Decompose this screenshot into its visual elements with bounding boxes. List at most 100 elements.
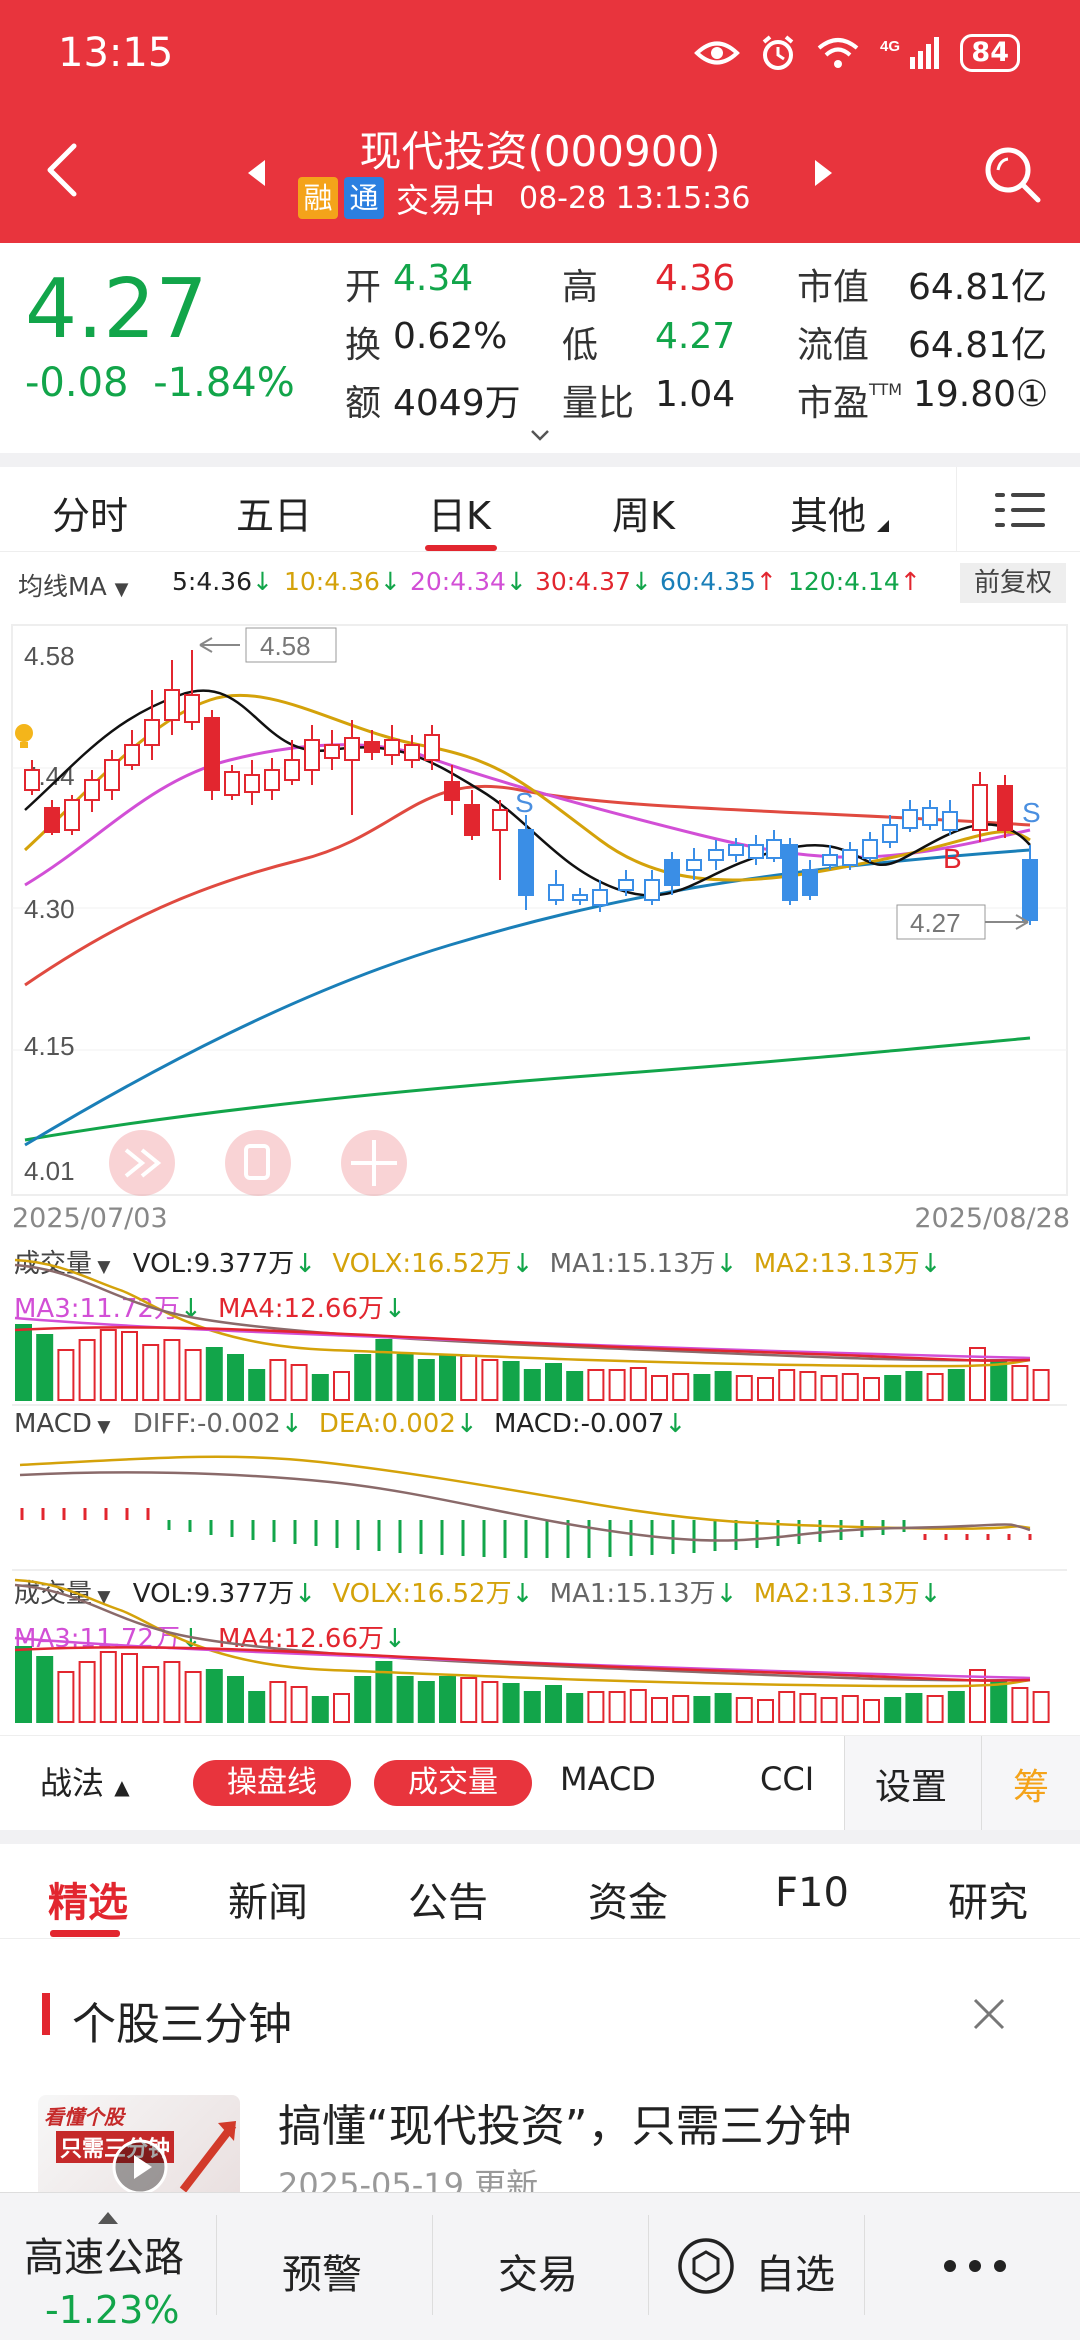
volume-bar (417, 1359, 435, 1401)
volume-bar (523, 1369, 541, 1401)
tab-weekly-k[interactable]: 周K (612, 494, 675, 538)
eye-icon (694, 41, 741, 65)
chevron-down-icon[interactable] (530, 425, 550, 445)
volume-bar (757, 1377, 774, 1401)
candle-body (444, 781, 460, 801)
volume-bar (248, 1691, 266, 1723)
pe-label: 市盈TTM (797, 374, 902, 426)
volume-bar (714, 1693, 732, 1723)
move-icon[interactable] (341, 1130, 407, 1196)
volume-bar (163, 1339, 181, 1401)
volume-bar (78, 1661, 96, 1723)
volume-bar (884, 1375, 902, 1401)
cci-button[interactable]: CCI (760, 1760, 815, 1798)
adjust-button[interactable]: 前复权 (960, 563, 1066, 603)
candle-body (224, 771, 240, 796)
more-dots-icon[interactable] (940, 2255, 1010, 2277)
vol-ma2: MA2:13.13万 (753, 1249, 920, 1279)
tab-other[interactable]: 其他 (790, 494, 867, 538)
close-icon[interactable] (970, 1995, 1008, 2033)
list-menu-icon (995, 493, 1045, 527)
section-title: 个股三分钟 (72, 1999, 292, 2050)
change-value: -0.08 (25, 360, 129, 406)
chips-button[interactable]: 筹 (1013, 1767, 1050, 1808)
caopan-button[interactable]: 操盘线 (193, 1760, 351, 1806)
volume-bar (78, 1339, 96, 1401)
kline-chart[interactable]: 4.58 4.44 4.30 4.15 4.01 4.58 4.27 S S B (0, 618, 1080, 1200)
volume-bar (481, 1359, 499, 1401)
vol-ma1: MA1:15.13万 (549, 1249, 716, 1279)
ma60-value: 60:4.35↑ (660, 567, 777, 596)
ma10-text: 10:4.36 (284, 567, 380, 596)
status-time: 13:15 (58, 30, 174, 76)
video-title[interactable]: 搞懂“现代投资”，只需三分钟 (278, 2101, 852, 2152)
macd-button[interactable]: MACD (560, 1760, 656, 1798)
vol-ma1-2: MA1:15.13万 (549, 1579, 716, 1609)
status-bar: 13:15 4G 84 (0, 0, 1080, 105)
candle-body (324, 744, 340, 759)
tab-f10[interactable]: F10 (775, 1870, 849, 1916)
volume-bar (884, 1697, 902, 1723)
ma20-text: 20:4.34 (410, 567, 506, 596)
next-stock-arrow-icon[interactable] (815, 160, 832, 186)
volume-bar (142, 1344, 160, 1401)
chart-menu-button[interactable] (956, 467, 1080, 552)
volume-bar (1011, 1687, 1029, 1723)
search-icon[interactable] (980, 142, 1044, 206)
candle-body (592, 889, 608, 906)
volume-bar (799, 1371, 817, 1401)
watchlist-icon (678, 2238, 734, 2294)
volume-bar (905, 1693, 923, 1723)
pe-ttm: TTM (869, 380, 903, 399)
news-tabs: 精选 新闻 公告 资金 F10 研究 (0, 1844, 1080, 1939)
tab-featured[interactable]: 精选 (48, 1880, 128, 1926)
tab-daily-k[interactable]: 日K (428, 494, 491, 538)
ma20-value: 20:4.34↓ (410, 567, 527, 596)
volume-button[interactable]: 成交量 (374, 1760, 532, 1806)
fast-forward-icon[interactable] (109, 1130, 175, 1196)
tab-news[interactable]: 新闻 (228, 1880, 308, 1926)
volume-bar (417, 1681, 435, 1723)
indicator-control-bar: 战法 ▲ MACD CCI 设置 筹 (0, 1735, 1080, 1831)
settings-button[interactable]: 设置 (875, 1767, 948, 1808)
back-arrow-icon[interactable] (40, 140, 90, 200)
indicator-panels[interactable] (0, 1245, 1080, 1735)
amount-label: 额 (345, 383, 382, 424)
watchlist-button[interactable]: 自选 (755, 2252, 835, 2298)
volume-bar (545, 1685, 562, 1723)
divider (0, 453, 1080, 467)
volume-bar (926, 1373, 944, 1401)
candle-body (748, 844, 764, 859)
buy-signal: B (943, 843, 962, 874)
candle-body (548, 884, 564, 901)
zhanfa-menu[interactable]: 战法 ▲ (40, 1758, 130, 1804)
low-value: 4.27 (655, 316, 736, 357)
y-axis-label: 4.01 (24, 1156, 75, 1186)
bulb-icon[interactable] (15, 724, 33, 748)
volume-ma-lines (14, 1258, 1031, 1368)
ma-selector[interactable]: 均线MA ▼ (18, 567, 128, 603)
candle-body (184, 694, 200, 723)
volume-bar (672, 1695, 690, 1723)
tab-five-day[interactable]: 五日 (236, 494, 313, 538)
volume-selector-2[interactable]: 成交量 ▼ (14, 1579, 111, 1609)
wifi-icon (818, 38, 859, 68)
volume-bar (311, 1696, 329, 1723)
volume-bar (142, 1666, 160, 1723)
tab-research[interactable]: 研究 (948, 1880, 1028, 1926)
sector-name[interactable]: 高速公路 (24, 2235, 184, 2281)
rotate-icon[interactable] (225, 1130, 291, 1196)
candle-body (384, 739, 400, 756)
active-tab-indicator (425, 545, 497, 551)
candle-body (284, 759, 300, 781)
tab-intraday[interactable]: 分时 (52, 494, 129, 538)
volume-bar (757, 1699, 774, 1723)
prev-stock-arrow-icon[interactable] (248, 160, 265, 186)
tab-funds[interactable]: 资金 (588, 1880, 668, 1926)
macd-selector[interactable]: MACD ▼ (14, 1409, 111, 1439)
volume-bar (184, 1349, 202, 1401)
video-thumbnail[interactable]: 看懂个股 只需三分钟 (38, 2095, 240, 2205)
tab-announcements[interactable]: 公告 (408, 1880, 488, 1926)
alert-button[interactable]: 预警 (282, 2252, 362, 2298)
trade-button[interactable]: 交易 (498, 2252, 578, 2298)
